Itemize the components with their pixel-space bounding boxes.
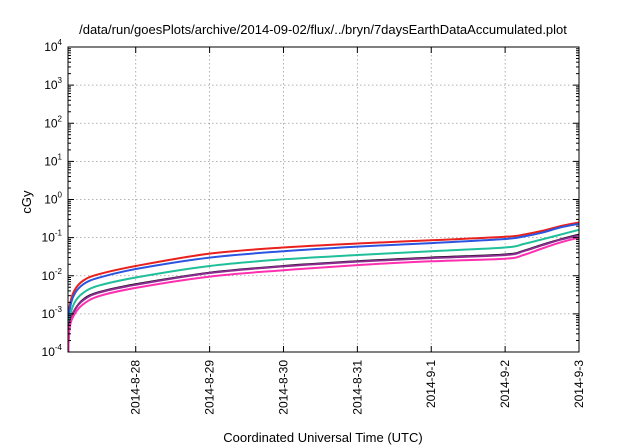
series-line-3 xyxy=(68,228,579,348)
series-line-4 xyxy=(68,233,579,352)
y-tick-label-base: 10 xyxy=(42,269,56,283)
series-line-6 xyxy=(68,236,579,352)
y-tick-label-exponent: 0 xyxy=(58,191,63,200)
y-tick-label-base: 10 xyxy=(42,231,56,245)
y-tick-label: 101 xyxy=(44,152,62,168)
x-tick-label: 2014-8-28 xyxy=(129,360,143,415)
y-tick-label-base: 10 xyxy=(44,40,58,54)
series-line-5 xyxy=(68,234,579,352)
chart-title: /data/run/goesPlots/archive/2014-09-02/f… xyxy=(79,22,567,37)
y-tick-label-base: 10 xyxy=(42,345,56,359)
y-tick-label-exponent: -2 xyxy=(55,267,63,276)
y-tick-label-base: 10 xyxy=(44,116,58,130)
series-lines xyxy=(68,221,579,352)
y-tick-label: 102 xyxy=(44,114,62,130)
series-line-2 xyxy=(68,222,579,341)
y-tick-label-base: 10 xyxy=(44,193,58,207)
y-tick-label-exponent: -1 xyxy=(55,229,63,238)
x-tick-label: 2014-8-31 xyxy=(350,360,364,415)
y-tick-label: 100 xyxy=(44,191,62,207)
y-tick-label-exponent: -4 xyxy=(55,343,63,352)
y-tick-label-exponent: 1 xyxy=(58,152,63,161)
y-tick-label-base: 10 xyxy=(44,154,58,168)
y-tick-label: 10-4 xyxy=(42,343,63,359)
x-axis-label: Coordinated Universal Time (UTC) xyxy=(223,430,422,445)
y-tick-label-exponent: 3 xyxy=(58,76,63,85)
y-tick-label: 10-3 xyxy=(42,305,63,321)
gridlines xyxy=(68,47,579,352)
x-tick-label: 2014-9-2 xyxy=(498,360,512,408)
x-tick-label: 2014-8-30 xyxy=(276,360,290,415)
series-line-1 xyxy=(68,221,579,337)
y-tick-label-exponent: 4 xyxy=(58,38,63,47)
x-tick-label: 2014-9-3 xyxy=(572,360,586,408)
y-tick-label-base: 10 xyxy=(42,307,56,321)
y-tick-label: 104 xyxy=(44,38,62,54)
x-tick-label: 2014-8-29 xyxy=(203,360,217,415)
y-tick-label: 103 xyxy=(44,76,62,92)
y-tick-label: 10-1 xyxy=(42,229,63,245)
y-axis-label: cGy xyxy=(19,190,34,214)
y-tick-label-exponent: 2 xyxy=(58,114,63,123)
axis-ticks: 10-410-310-210-11001011021031042014-8-28… xyxy=(42,38,586,415)
y-tick-label-exponent: -3 xyxy=(55,305,63,314)
y-tick-label-base: 10 xyxy=(44,78,58,92)
y-tick-label: 10-2 xyxy=(42,267,63,283)
x-tick-label: 2014-9-1 xyxy=(424,360,438,408)
